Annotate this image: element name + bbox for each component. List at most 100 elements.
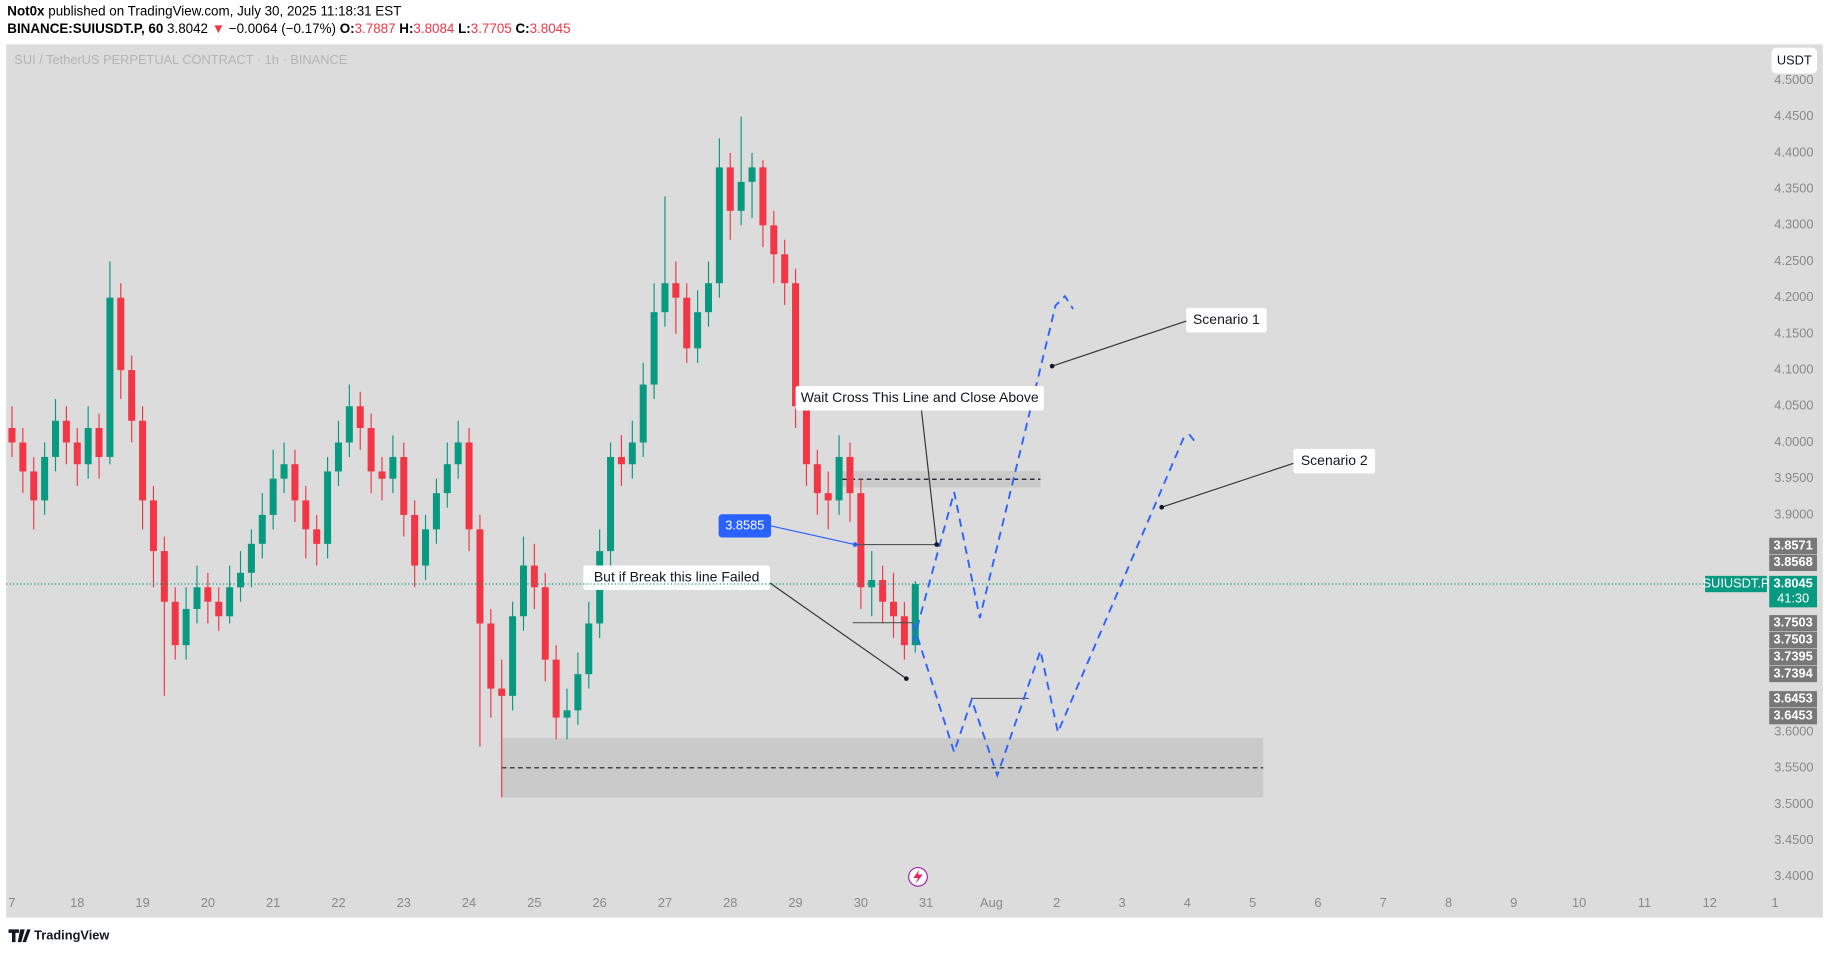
y-tick-label: 4.3500	[1774, 180, 1813, 195]
last-price-bg	[1769, 575, 1818, 608]
anchor	[852, 542, 858, 547]
body	[400, 456, 408, 515]
change: −0.0064 (−0.17%)	[229, 21, 336, 36]
y-tick-label: 3.4500	[1774, 832, 1813, 847]
x-tick-label: 28	[723, 895, 737, 910]
body	[443, 464, 451, 494]
x-tick-label: 7	[1380, 895, 1387, 910]
body	[182, 608, 190, 646]
body	[530, 565, 538, 588]
body	[617, 456, 625, 465]
body	[694, 312, 702, 349]
x-tick-label: 24	[462, 895, 476, 910]
x-tick-label: 20	[201, 895, 215, 910]
body	[52, 420, 60, 457]
callout-text: Wait Cross This Line and Close Above	[801, 389, 1039, 405]
body	[280, 464, 288, 479]
body	[237, 572, 245, 588]
arrow: ▼	[212, 21, 225, 36]
published: published on TradingView.com, July 30, 2…	[48, 3, 401, 18]
symbol-tag-bg	[1705, 575, 1767, 593]
c-value: 3.8045	[530, 21, 571, 36]
last: 3.8042	[167, 21, 208, 36]
body	[454, 442, 462, 465]
body	[509, 616, 517, 696]
body	[30, 471, 38, 501]
body	[8, 428, 16, 443]
countdown: 41:30	[1777, 591, 1809, 606]
anchor	[904, 676, 909, 681]
body	[835, 456, 843, 501]
callout-line	[920, 410, 938, 545]
body	[737, 181, 745, 211]
callout-box	[1293, 448, 1376, 474]
y-tick-label: 4.4000	[1774, 144, 1813, 159]
body	[139, 420, 147, 501]
body	[411, 514, 419, 566]
body	[345, 406, 353, 443]
body	[574, 674, 582, 711]
y-tick-label: 3.6000	[1774, 723, 1813, 738]
body	[552, 659, 560, 718]
h-value: 3.8084	[413, 21, 455, 36]
author: Not0x	[7, 3, 45, 18]
body	[117, 297, 125, 371]
o-value: 3.7887	[355, 21, 396, 36]
body	[672, 283, 680, 298]
watermark: SUI / TetherUS PERPETUAL CONTRACT · 1h ·…	[14, 52, 347, 67]
callout-text: Scenario 2	[1301, 452, 1368, 468]
supply-zone	[836, 471, 1041, 488]
callout-box	[1186, 307, 1267, 333]
body	[160, 551, 168, 602]
body	[84, 428, 92, 465]
price-marker	[718, 514, 772, 538]
body	[868, 580, 876, 588]
x-tick-label: 4	[1184, 895, 1191, 910]
drawings	[501, 471, 1264, 798]
body	[879, 580, 887, 602]
price-label: 3.8568	[1774, 554, 1813, 569]
body	[748, 167, 756, 182]
y-tick-label: 4.5000	[1774, 72, 1813, 87]
body	[650, 312, 658, 385]
y-tick-label: 3.5500	[1774, 760, 1813, 775]
x-tick-label: 23	[397, 895, 411, 910]
anchor	[934, 542, 939, 547]
x-tick-label: 5	[1249, 895, 1256, 910]
price-label-bg	[1769, 708, 1818, 725]
body	[792, 283, 800, 407]
body	[628, 442, 636, 465]
body	[422, 529, 430, 566]
symbol: BINANCE:SUIUSDT.P, 60	[7, 21, 163, 36]
body	[128, 370, 136, 421]
body	[95, 428, 103, 457]
l-value: 3.7705	[471, 21, 512, 36]
body	[171, 601, 179, 646]
currency-button[interactable]	[1771, 47, 1818, 74]
x-tick-label: 26	[593, 895, 607, 910]
body	[639, 384, 647, 443]
symbol-tag: SUIUSDT.P	[1703, 575, 1770, 590]
price-label: 3.6453	[1774, 691, 1813, 706]
last-price-label: 3.8045	[1774, 575, 1813, 590]
y-tick-label: 3.5000	[1774, 796, 1813, 811]
y-tick-label: 4.2500	[1774, 253, 1813, 268]
body	[302, 500, 310, 530]
publish-line: Not0x published on TradingView.com, July…	[7, 3, 401, 18]
axes: 3.4000 3.4500 3.5000 3.5500 3.6000 3.9000 3.95…	[6, 72, 1818, 910]
callout-box	[795, 385, 1044, 411]
body	[607, 456, 615, 552]
callout-text: Scenario 1	[1193, 311, 1260, 327]
body	[313, 529, 321, 544]
x-tick-label: 25	[527, 895, 541, 910]
currency[interactable]: USDT	[1777, 53, 1812, 68]
x-tick-label: 6	[1314, 895, 1321, 910]
body	[813, 464, 821, 494]
price-label: 3.8571	[1774, 537, 1813, 552]
x-tick-label: 29	[788, 895, 802, 910]
x-tick-label: 8	[1445, 895, 1452, 910]
price-label-bg	[1769, 615, 1818, 632]
body	[193, 587, 201, 609]
body	[704, 283, 712, 313]
